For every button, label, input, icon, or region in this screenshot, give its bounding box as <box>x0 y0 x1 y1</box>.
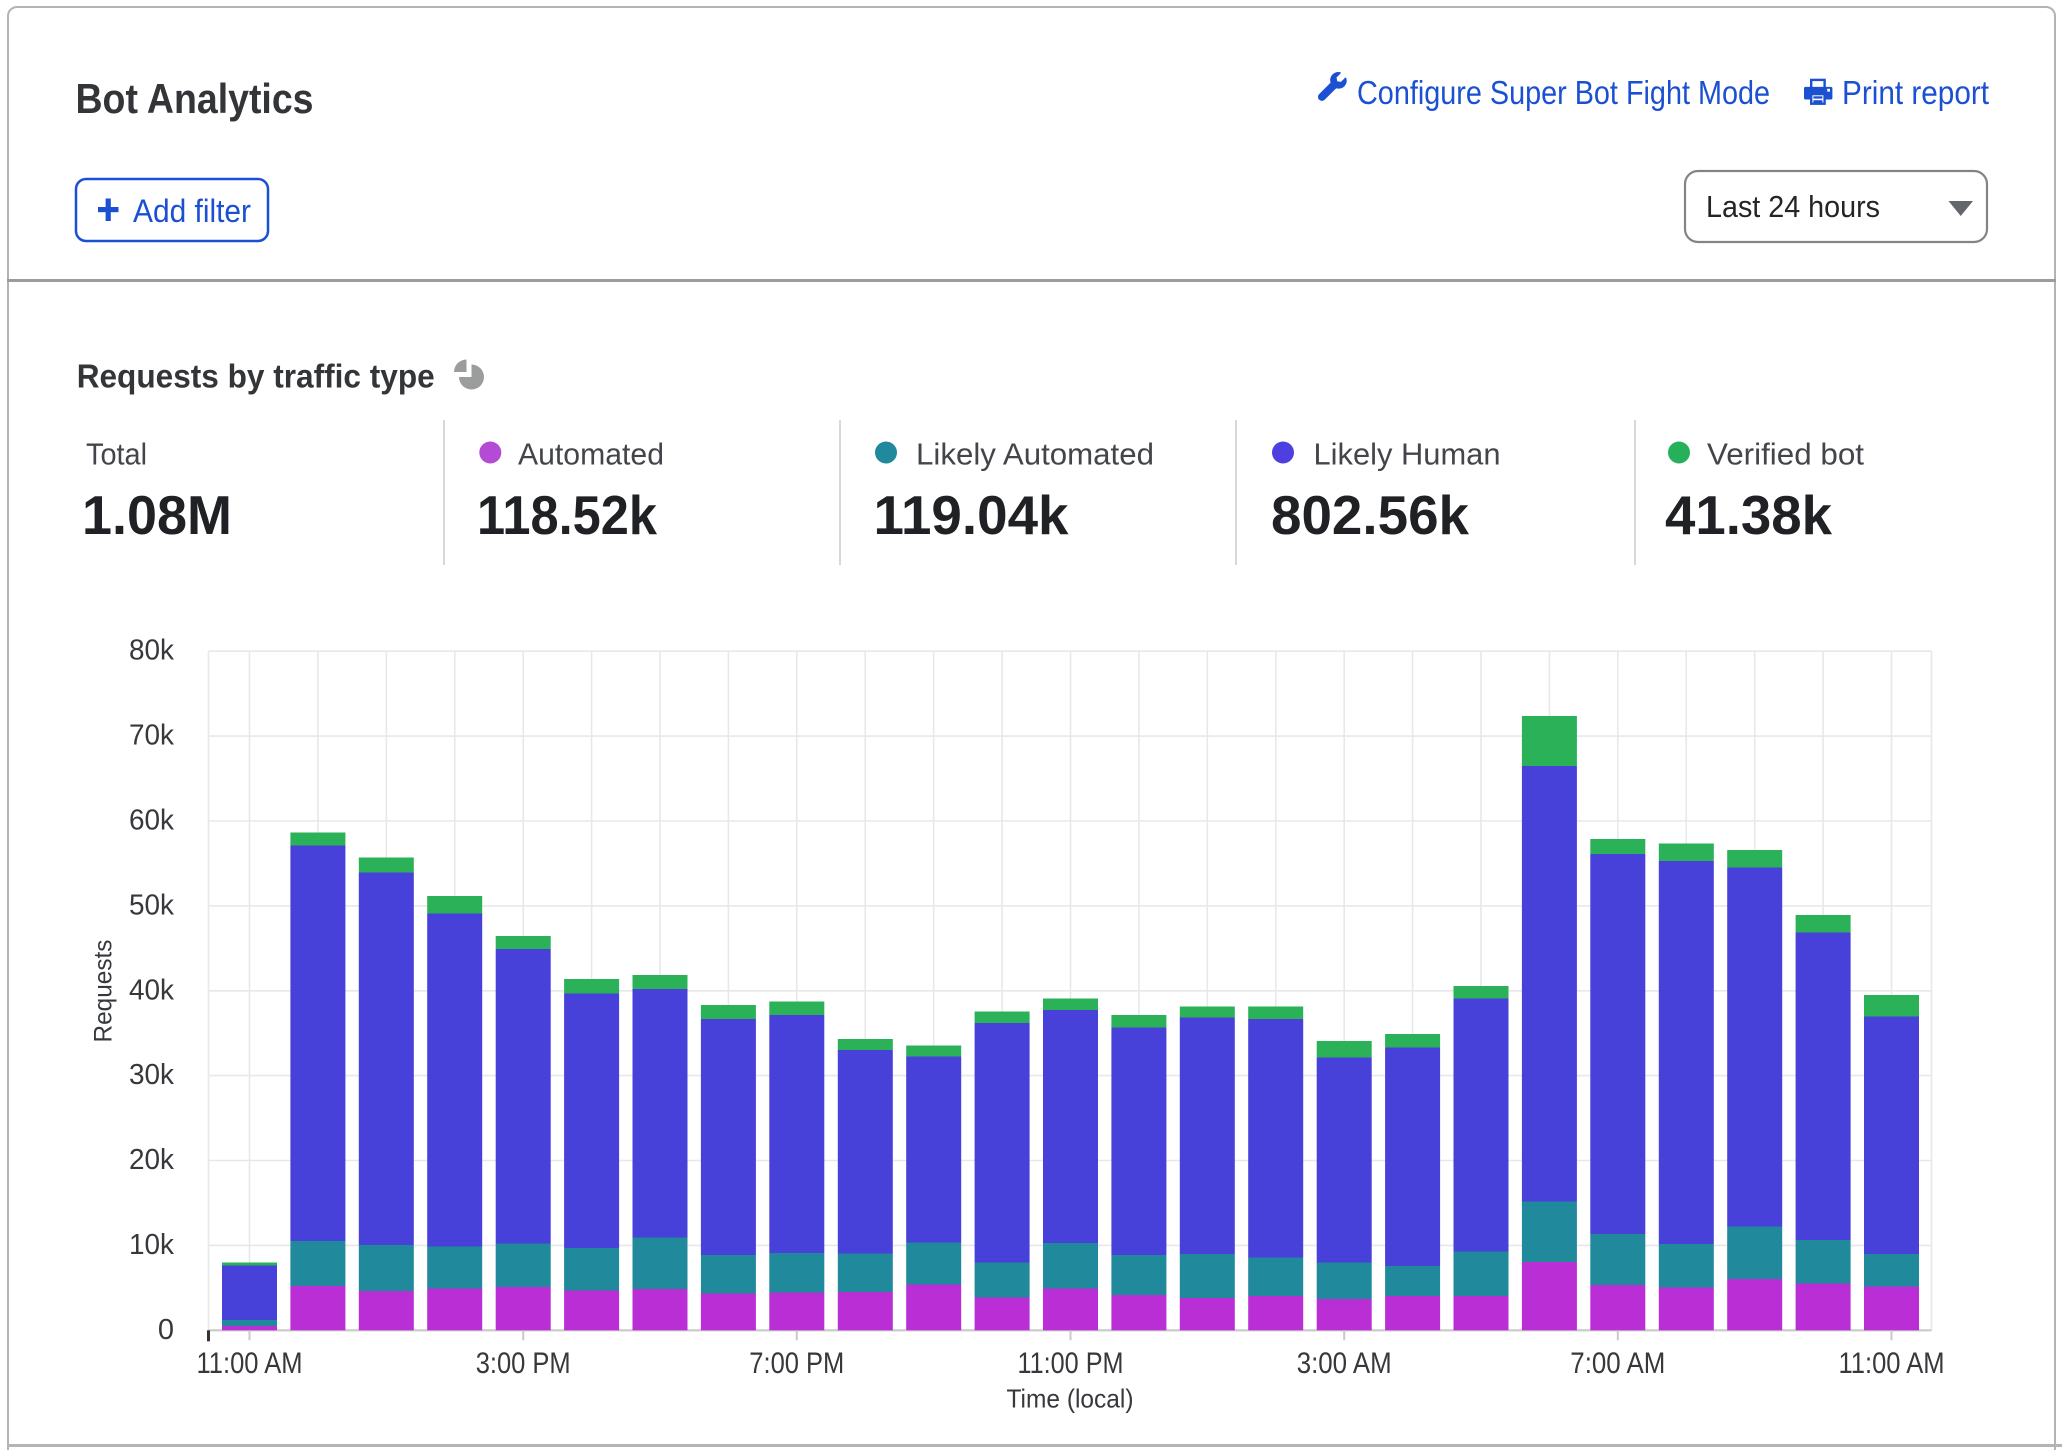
svg-text:802.56k: 802.56k <box>1271 484 1469 546</box>
svg-text:Likely Automated: Likely Automated <box>916 437 1154 472</box>
svg-text:0: 0 <box>158 1314 174 1346</box>
svg-text:Likely Human: Likely Human <box>1314 437 1501 472</box>
svg-text:10k: 10k <box>129 1229 174 1261</box>
svg-text:3:00 AM: 3:00 AM <box>1297 1347 1392 1380</box>
svg-text:Requests by traffic type: Requests by traffic type <box>77 358 435 395</box>
svg-text:41.38k: 41.38k <box>1665 484 1832 546</box>
svg-text:Configure Super Bot Fight Mode: Configure Super Bot Fight Mode <box>1357 74 1770 111</box>
svg-text:40k: 40k <box>129 974 174 1006</box>
svg-text:Total: Total <box>86 437 147 472</box>
svg-text:30k: 30k <box>129 1059 174 1091</box>
svg-text:Last 24 hours: Last 24 hours <box>1706 189 1880 224</box>
svg-text:Automated: Automated <box>518 437 664 472</box>
svg-text:Time (local): Time (local) <box>1007 1384 1134 1414</box>
svg-text:11:00 AM: 11:00 AM <box>1839 1347 1945 1380</box>
svg-text:Requests: Requests <box>90 940 118 1043</box>
svg-text:7:00 AM: 7:00 AM <box>1570 1347 1665 1380</box>
svg-text:20k: 20k <box>129 1144 174 1176</box>
svg-text:11:00 PM: 11:00 PM <box>1018 1347 1124 1380</box>
svg-text:70k: 70k <box>129 720 174 752</box>
svg-text:11:00 AM: 11:00 AM <box>197 1347 303 1380</box>
svg-text:80k: 80k <box>129 635 174 667</box>
svg-text:Add filter: Add filter <box>133 193 251 229</box>
svg-text:Print report: Print report <box>1842 74 1989 111</box>
svg-text:Bot Analytics: Bot Analytics <box>76 75 314 122</box>
svg-text:Verified bot: Verified bot <box>1707 437 1864 472</box>
svg-text:60k: 60k <box>129 804 174 836</box>
svg-text:50k: 50k <box>129 889 174 921</box>
svg-text:118.52k: 118.52k <box>477 484 657 546</box>
svg-text:1.08M: 1.08M <box>82 484 232 546</box>
svg-text:119.04k: 119.04k <box>874 484 1069 546</box>
svg-text:7:00 PM: 7:00 PM <box>749 1347 844 1380</box>
svg-text:3:00 PM: 3:00 PM <box>476 1347 571 1380</box>
